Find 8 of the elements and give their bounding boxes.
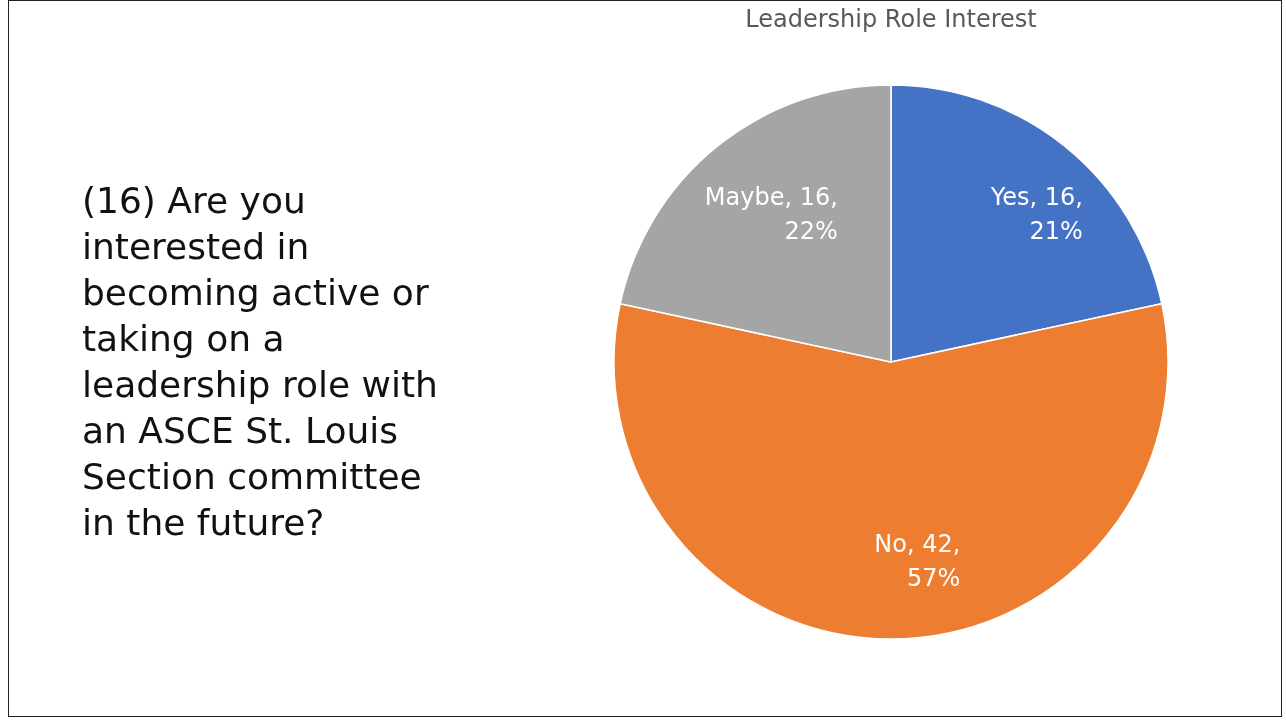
slice-label: Yes [989,183,1030,212]
chart-title: Leadership Role Interest [745,5,1037,33]
data-label: , 42, 57% [907,530,961,592]
data-label: , 16, 22% [784,183,838,246]
text: (16) Are you interested in becoming active or taking on a leadership role with an ASCE St. Louis Section committee in the future? [82,179,439,545]
slice-label: Maybe [704,183,785,212]
data-label: , 16, 21% [1029,183,1083,246]
slice-label: No [874,530,907,558]
